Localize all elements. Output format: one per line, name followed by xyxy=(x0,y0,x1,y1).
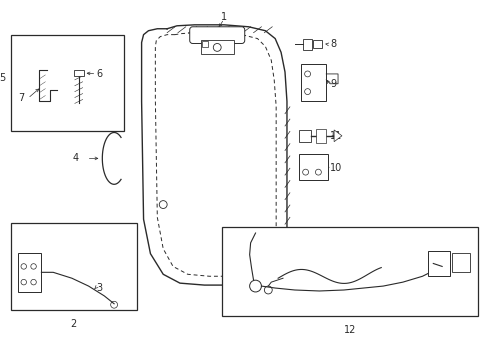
Text: 10: 10 xyxy=(329,163,342,173)
Bar xyxy=(427,251,449,276)
Bar xyxy=(300,64,325,102)
Text: 7: 7 xyxy=(18,94,24,103)
Bar xyxy=(298,130,310,142)
Bar xyxy=(302,39,311,50)
Text: 5: 5 xyxy=(0,73,5,83)
Bar xyxy=(18,253,41,292)
Bar xyxy=(222,227,476,315)
Bar xyxy=(74,70,83,76)
Bar xyxy=(11,35,123,131)
Bar xyxy=(313,40,322,48)
Bar xyxy=(200,40,233,54)
Text: 6: 6 xyxy=(96,69,102,79)
Text: 12: 12 xyxy=(343,325,355,336)
Text: 8: 8 xyxy=(329,40,336,49)
Text: 1: 1 xyxy=(221,12,227,22)
Bar xyxy=(316,129,325,143)
Bar xyxy=(201,41,208,48)
Text: 2: 2 xyxy=(71,319,77,329)
Text: 3: 3 xyxy=(96,283,102,293)
Text: 11: 11 xyxy=(329,131,342,141)
Text: 9: 9 xyxy=(329,79,336,89)
Bar xyxy=(298,154,327,180)
Text: 4: 4 xyxy=(73,153,79,163)
Bar xyxy=(451,253,468,272)
Polygon shape xyxy=(333,130,341,142)
Bar xyxy=(11,223,137,310)
FancyBboxPatch shape xyxy=(189,27,244,44)
